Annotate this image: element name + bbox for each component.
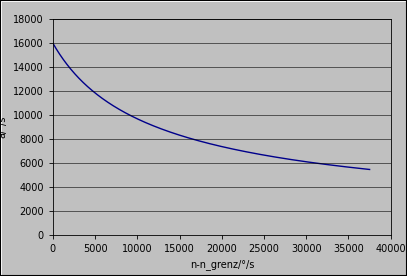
X-axis label: n-n_grenz/°/s: n-n_grenz/°/s xyxy=(190,259,254,270)
Y-axis label: a/°/s: a/°/s xyxy=(0,116,8,138)
